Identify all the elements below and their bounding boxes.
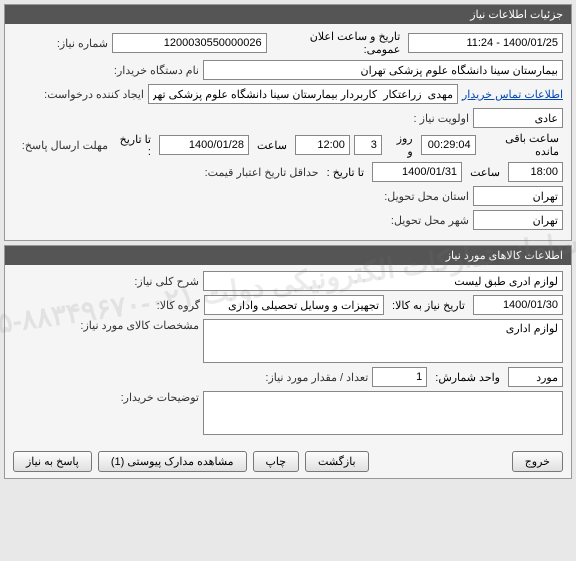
price-time-field[interactable] xyxy=(508,162,563,182)
creator-label: ایجاد کننده درخواست: xyxy=(44,88,144,101)
price-date-field[interactable] xyxy=(372,162,462,182)
unit-field[interactable] xyxy=(508,367,563,387)
need-number-label: شماره نیاز: xyxy=(13,37,108,50)
goods-info-header: اطلاعات کالاهای مورد نیاز xyxy=(5,246,571,265)
need-date-label: تاریخ نیاز به کالا: xyxy=(388,299,469,312)
attachments-button[interactable]: مشاهده مدارک پیوستی (1) xyxy=(98,451,247,472)
announce-field[interactable] xyxy=(408,33,563,53)
respond-button[interactable]: پاسخ به نیاز xyxy=(13,451,92,472)
priority-field[interactable] xyxy=(473,108,563,128)
buyer-notes-field[interactable] xyxy=(203,391,563,435)
reply-date-field[interactable] xyxy=(159,135,249,155)
goods-group-label: گروه کالا: xyxy=(105,299,200,312)
qty-field[interactable] xyxy=(372,367,427,387)
goods-info-panel: اطلاعات کالاهای مورد نیاز شرح کلی نیاز: … xyxy=(4,245,572,479)
qty-label: تعداد / مقدار مورد نیاز: xyxy=(265,371,368,384)
buyer-contact-link[interactable]: اطلاعات تماس خریدار xyxy=(462,88,563,101)
buyer-org-field[interactable] xyxy=(203,60,563,80)
days-field[interactable] xyxy=(354,135,382,155)
desc-label: شرح کلی نیاز: xyxy=(104,275,199,288)
need-date-field[interactable] xyxy=(473,295,563,315)
deliver-city-label: شهر محل تحویل: xyxy=(374,214,469,227)
goods-group-field[interactable] xyxy=(204,295,384,315)
need-number-field[interactable] xyxy=(112,33,267,53)
reply-time-label: ساعت xyxy=(253,139,291,152)
to-date-label: تا تاریخ : xyxy=(112,133,155,158)
back-button[interactable]: بازگشت xyxy=(305,451,369,472)
deliver-prov-field[interactable] xyxy=(473,186,563,206)
need-details-header: جزئیات اطلاعات نیاز xyxy=(5,5,571,24)
need-details-panel: جزئیات اطلاعات نیاز شماره نیاز: تاریخ و … xyxy=(4,4,572,241)
reply-time-field[interactable] xyxy=(295,135,350,155)
buyer-org-label: نام دستگاه خریدار: xyxy=(104,64,199,77)
spec-label: مشخصات کالای مورد نیاز: xyxy=(80,319,199,332)
deliver-prov-label: استان محل تحویل: xyxy=(374,190,469,203)
announce-label: تاریخ و ساعت اعلان عمومی: xyxy=(271,30,405,56)
exit-button[interactable]: خروج xyxy=(512,451,563,472)
countdown-field[interactable] xyxy=(421,135,476,155)
price-to-date-label: تا تاریخ : xyxy=(323,166,368,179)
reply-deadline-label: مهلت ارسال پاسخ: xyxy=(13,139,108,152)
deliver-city-field[interactable] xyxy=(473,210,563,230)
desc-field[interactable] xyxy=(203,271,563,291)
remain-label: ساعت باقی مانده xyxy=(480,132,563,158)
buyer-notes-label: توضیحات خریدار: xyxy=(104,391,199,404)
unit-label: واحد شمارش: xyxy=(431,371,504,384)
spec-field[interactable] xyxy=(203,319,563,363)
priority-label: اولویت نیاز : xyxy=(374,112,469,125)
print-button[interactable]: چاپ xyxy=(253,451,300,472)
creator-field[interactable] xyxy=(148,84,458,104)
price-cred-label: حداقل تاریخ اعتبار قیمت: xyxy=(205,166,319,179)
price-time-label: ساعت xyxy=(466,166,504,179)
days-label: روز و xyxy=(386,132,417,158)
